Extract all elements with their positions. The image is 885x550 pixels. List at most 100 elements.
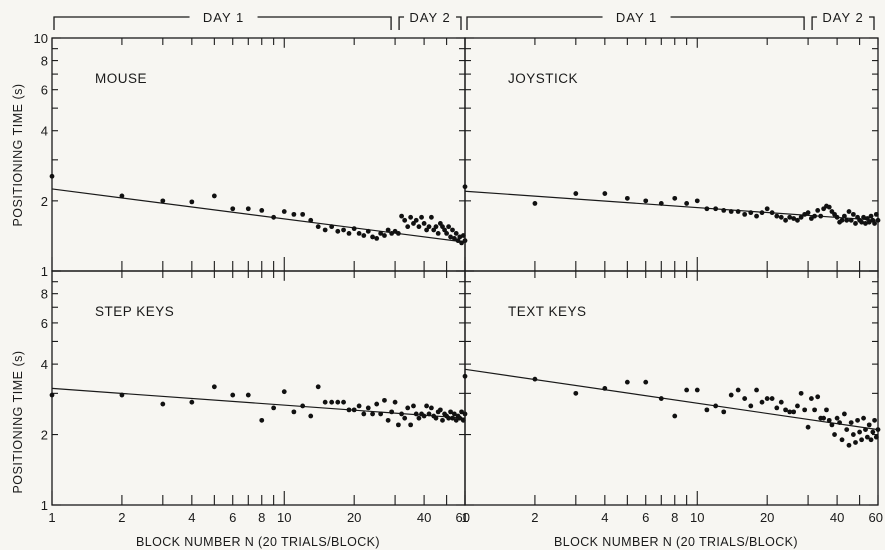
data-point (704, 206, 710, 212)
data-point (844, 217, 850, 223)
y-tick-label: 1 (41, 264, 48, 279)
data-point (374, 236, 380, 241)
data-point (385, 227, 391, 233)
x-tick-label: 8 (258, 510, 265, 525)
y-tick-label: 1 (41, 498, 48, 513)
data-point (385, 417, 391, 423)
data-point (370, 411, 375, 417)
data-point (764, 396, 770, 401)
data-point (281, 209, 287, 214)
data-point (444, 231, 450, 236)
data-point (754, 387, 759, 393)
data-point (624, 195, 630, 201)
data-point (643, 379, 649, 385)
data-point (769, 396, 775, 401)
data-point (694, 387, 700, 393)
data-point (748, 210, 754, 216)
data-point (211, 384, 217, 390)
data-point (451, 411, 457, 417)
data-point (455, 238, 461, 244)
fit-line (464, 190, 879, 221)
data-point (573, 390, 579, 396)
data-point (245, 392, 251, 398)
day2-label: DAY 2 (409, 10, 450, 25)
data-point (818, 213, 824, 219)
data-point (713, 206, 719, 212)
data-point (832, 432, 837, 437)
panel-title: TEXT KEYS (508, 304, 587, 319)
data-point (335, 399, 341, 405)
x-tick-label: 2 (531, 510, 538, 525)
data-point (413, 217, 419, 223)
data-point (281, 389, 287, 395)
x-tick-label: 20 (760, 510, 774, 525)
panel-mouse: 10 8 6 4 2 1 MOUSE (34, 31, 468, 279)
x-tick-label: 60 (869, 510, 883, 525)
data-point (848, 420, 854, 425)
data-point (351, 226, 357, 232)
data-point (774, 213, 780, 219)
data-point (402, 415, 408, 421)
data-point (259, 417, 265, 423)
data-point (602, 385, 608, 391)
x-axis-label-left: BLOCK NUMBER N (20 TRIALS/BLOCK) (136, 535, 380, 549)
data-point (399, 213, 404, 219)
data-point (271, 214, 277, 220)
data-point (859, 219, 865, 225)
data-point (866, 422, 872, 428)
data-point (416, 224, 422, 230)
data-point (300, 403, 306, 409)
data-point (291, 211, 297, 217)
data-point (868, 437, 874, 443)
data-point (812, 213, 817, 219)
y-tick-label: 6 (41, 83, 48, 98)
data-point (815, 208, 821, 213)
data-point (426, 411, 432, 417)
data-point (49, 392, 55, 398)
data-point (846, 209, 852, 214)
data-point (532, 376, 538, 382)
y-tick-label: 2 (41, 194, 48, 209)
data-point (389, 409, 395, 415)
data-point (672, 195, 678, 201)
data-point (413, 411, 419, 417)
data-point (416, 415, 422, 421)
data-point (875, 217, 881, 223)
data-point (424, 403, 429, 409)
data-point (532, 201, 538, 206)
data-point (868, 213, 874, 219)
data-point (378, 231, 384, 236)
data-point (448, 234, 453, 240)
data-point (435, 231, 441, 236)
data-point (875, 427, 881, 433)
data-point (872, 417, 877, 423)
data-point (450, 227, 455, 233)
panel-title: MOUSE (95, 71, 147, 86)
data-point (850, 432, 856, 437)
data-point (791, 216, 797, 221)
data-point (866, 219, 872, 225)
data-point (408, 214, 414, 220)
y-tick-label: 6 (41, 316, 48, 331)
data-point (841, 213, 847, 219)
data-point (759, 399, 765, 405)
data-point (453, 231, 459, 236)
data-point (424, 227, 429, 233)
x-tick-label: 2 (118, 510, 125, 525)
data-point (769, 210, 775, 216)
data-point (791, 409, 797, 415)
data-point (764, 206, 770, 212)
data-point (658, 201, 664, 206)
data-point (448, 409, 453, 415)
data-point (864, 434, 870, 440)
data-point (189, 199, 195, 205)
data-point (748, 403, 754, 409)
data-point (846, 442, 852, 448)
x-tick-label: 10 (690, 510, 704, 525)
y-axis-label-bottom: POSITIONING TIME (s) (11, 350, 25, 493)
data-point (395, 231, 401, 236)
data-point (315, 224, 321, 230)
data-point (160, 198, 166, 204)
